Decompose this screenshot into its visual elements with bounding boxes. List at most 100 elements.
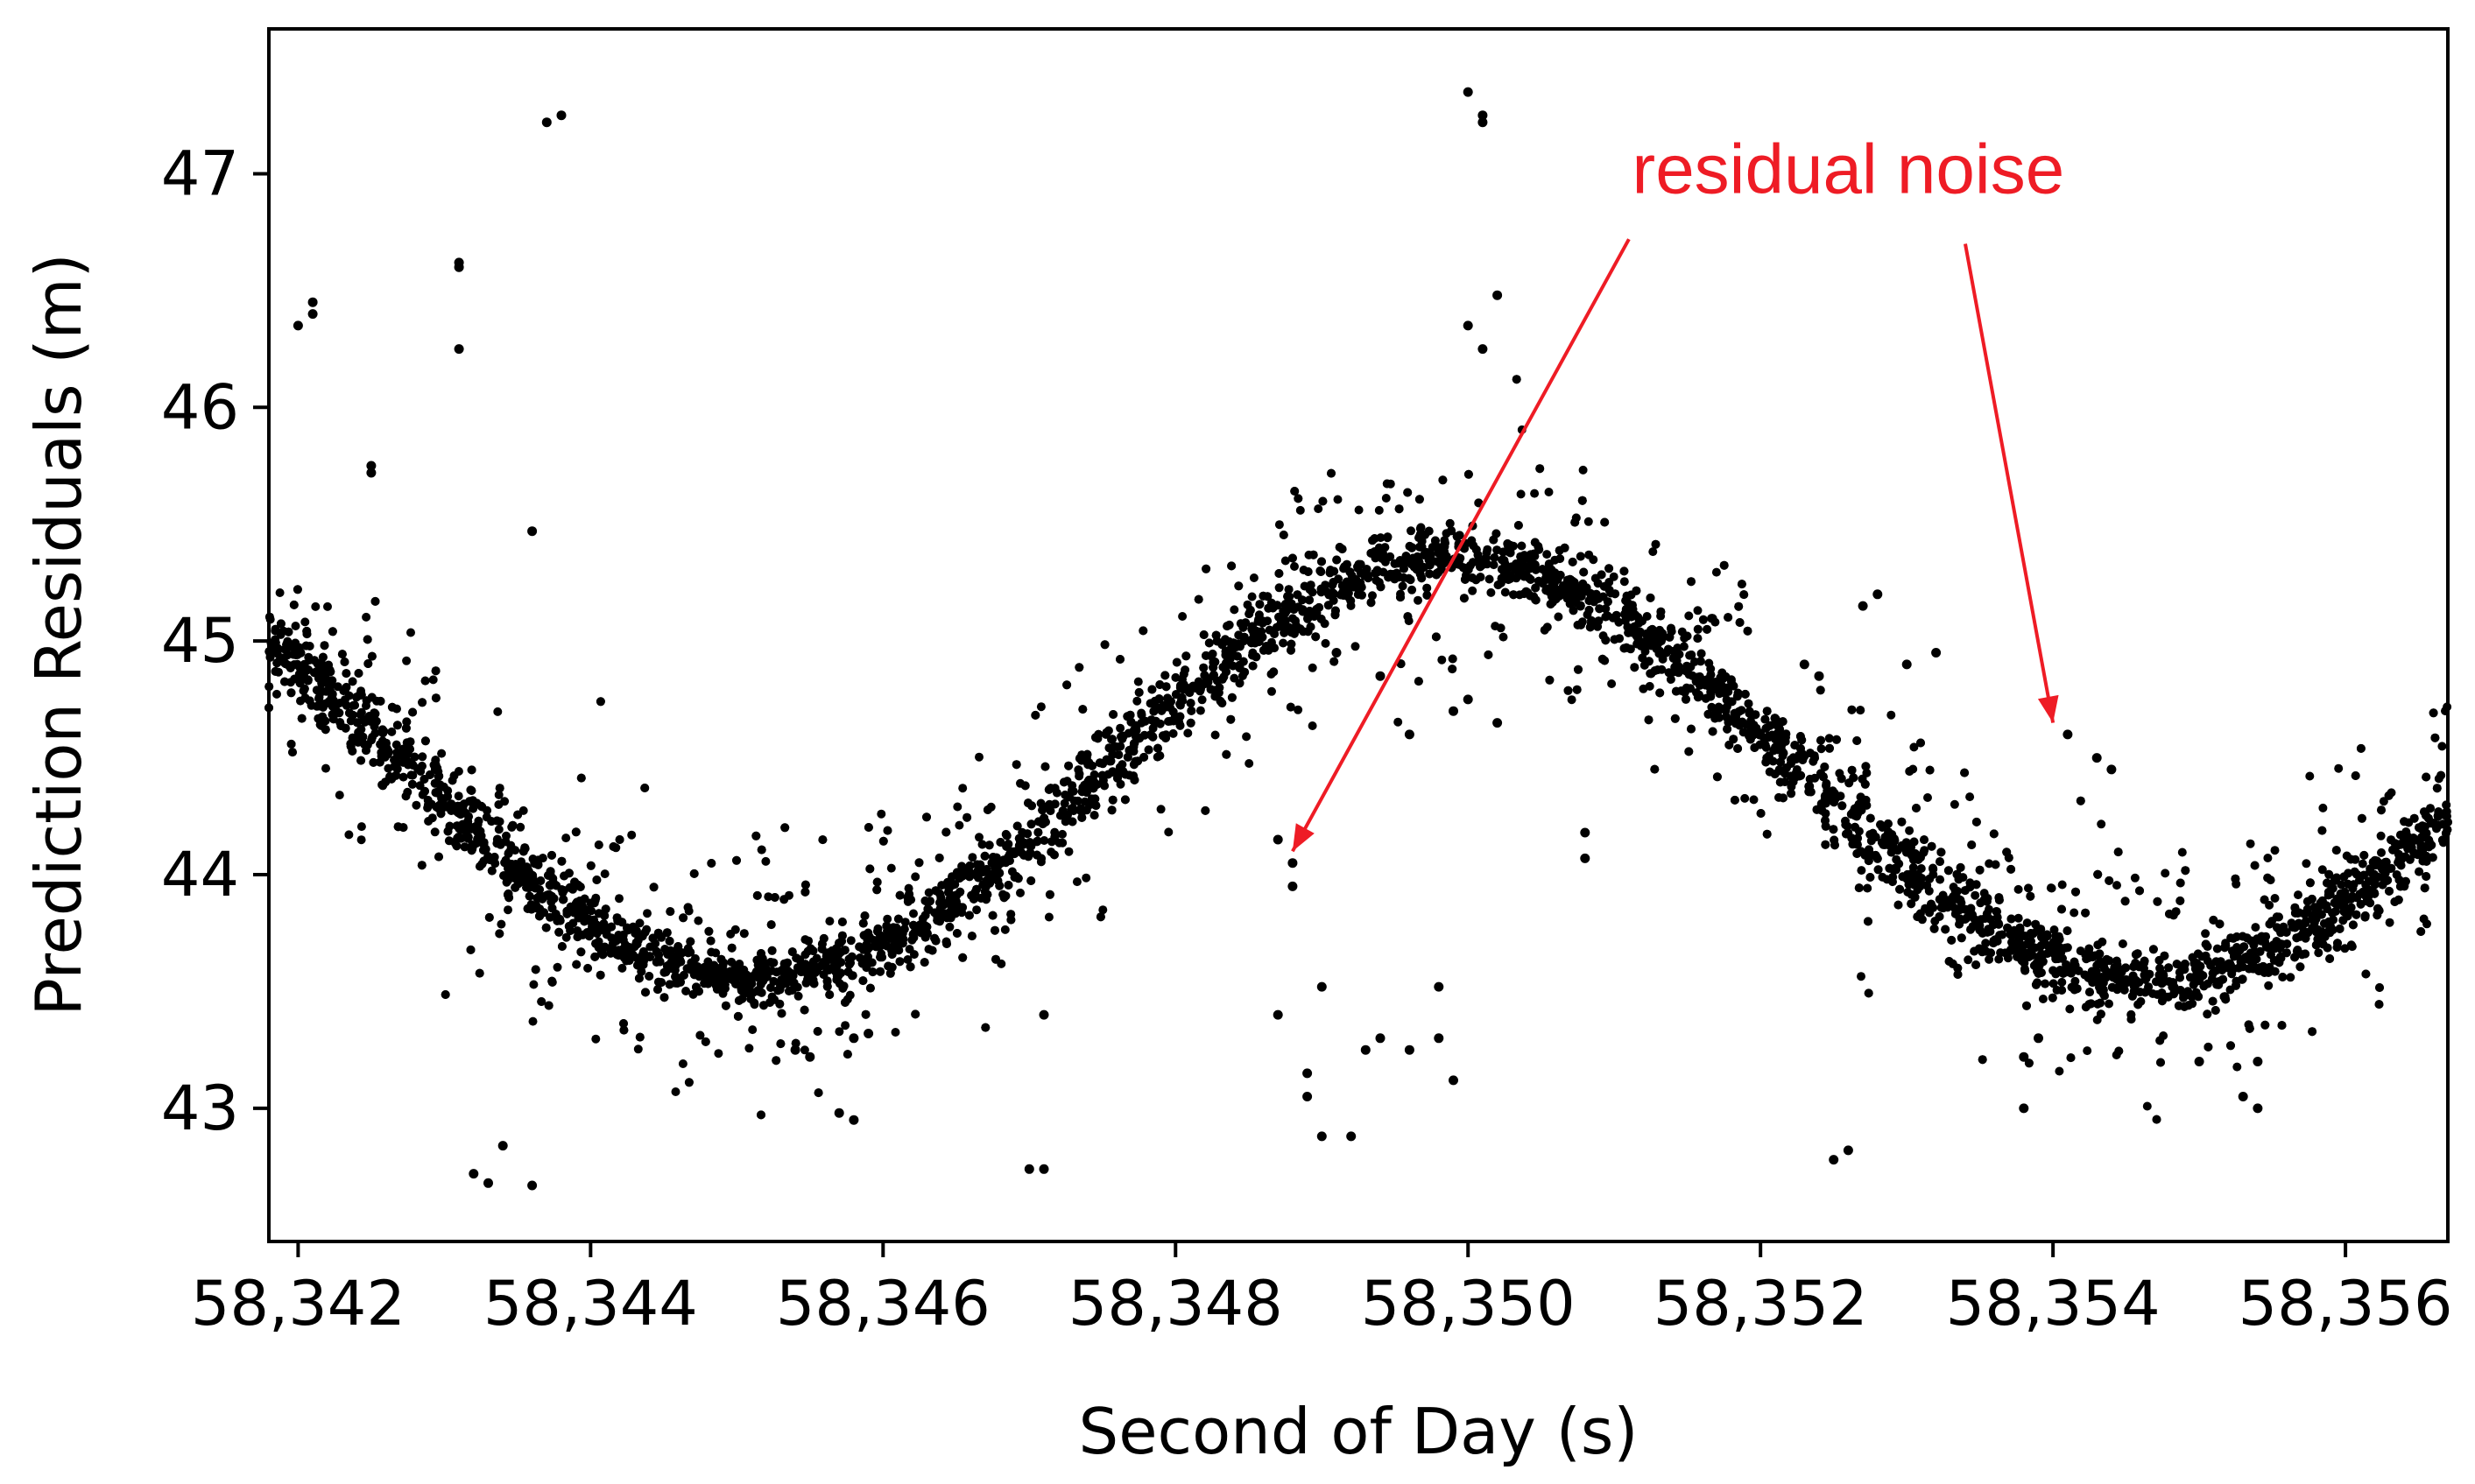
data-point (2311, 940, 2321, 950)
data-point (2270, 846, 2280, 855)
data-point (2359, 850, 2369, 860)
data-point (2057, 986, 2067, 995)
data-point (2394, 876, 2404, 884)
data-point (927, 946, 937, 955)
data-point (561, 932, 571, 942)
data-point (1329, 657, 1339, 666)
data-point (2070, 908, 2079, 918)
data-point (1600, 517, 1610, 527)
data-point (2320, 932, 2330, 941)
data-point (1160, 671, 1170, 680)
data-point (764, 892, 773, 902)
data-point (1217, 699, 1227, 708)
data-point (909, 909, 918, 918)
data-point (2263, 854, 2273, 862)
data-point (2420, 883, 2429, 893)
data-point (367, 651, 377, 661)
data-point (529, 980, 539, 989)
data-point (2373, 904, 2382, 913)
data-point (2250, 861, 2260, 870)
data-point (408, 707, 418, 717)
data-point (2062, 943, 2072, 953)
data-point (1540, 625, 1549, 635)
data-point (418, 698, 427, 707)
data-point (1745, 707, 1754, 716)
data-point (2348, 920, 2358, 930)
data-point (1082, 873, 1091, 883)
data-point (1230, 605, 1239, 615)
data-point (284, 627, 293, 637)
data-point (1314, 504, 1323, 514)
data-point (2208, 996, 2218, 1006)
data-point (1144, 745, 1153, 755)
data-point (772, 1056, 781, 1066)
data-point (634, 974, 644, 983)
data-point (2437, 742, 2447, 751)
data-point (2388, 845, 2398, 855)
data-point (1740, 793, 1750, 803)
data-point (751, 831, 761, 840)
data-point (342, 700, 351, 710)
data-point (2129, 987, 2139, 996)
data-point (1108, 749, 1118, 759)
data-point (1816, 744, 1826, 754)
data-point (704, 926, 714, 936)
data-point (2038, 995, 2048, 1003)
data-point (1970, 946, 1979, 956)
data-point (800, 1045, 809, 1055)
data-point (1424, 526, 1434, 536)
data-point (1049, 850, 1059, 860)
data-point (707, 859, 716, 868)
data-point (1267, 686, 1276, 696)
data-point (2331, 846, 2341, 855)
data-point (1374, 505, 1384, 515)
data-point (2426, 804, 2435, 813)
data-point (2343, 895, 2352, 904)
data-point (1199, 663, 1209, 672)
data-point (726, 929, 736, 939)
data-point (1816, 735, 1825, 745)
data-point (1761, 757, 1771, 767)
data-point (900, 918, 910, 927)
data-point (345, 708, 354, 718)
data-point (1100, 640, 1110, 650)
data-point (586, 861, 596, 870)
data-point (1820, 762, 1830, 771)
data-point (924, 888, 934, 897)
data-point (2093, 940, 2103, 950)
data-point (2270, 894, 2280, 903)
data-point (1133, 677, 1143, 686)
data-point (2385, 918, 2394, 927)
data-point (892, 923, 901, 932)
data-point (1167, 697, 1175, 707)
data-point (744, 1044, 754, 1053)
data-point (583, 963, 593, 973)
data-point (1734, 601, 1744, 611)
data-point (398, 823, 408, 833)
data-point (2098, 961, 2108, 970)
data-point (991, 954, 1000, 964)
data-point (1920, 835, 1929, 845)
data-point (1109, 710, 1118, 719)
data-point (2330, 906, 2340, 916)
data-point (1719, 560, 1729, 570)
data-point (590, 952, 600, 961)
data-point (1610, 635, 1619, 644)
data-point (2339, 872, 2349, 882)
data-point (384, 747, 393, 756)
data-point (1061, 817, 1070, 826)
data-point (800, 950, 810, 960)
data-point (1445, 518, 1455, 528)
data-point (1684, 747, 1694, 756)
data-point (1563, 686, 1573, 695)
data-point (1279, 531, 1288, 539)
data-point (441, 990, 450, 999)
data-point (584, 932, 594, 941)
data-point (1603, 597, 1612, 607)
data-point (1886, 710, 1896, 720)
data-point (1682, 694, 1690, 704)
data-point (1714, 702, 1724, 712)
data-point (1108, 735, 1117, 744)
data-point (2294, 890, 2302, 900)
data-point (2142, 1101, 2152, 1111)
